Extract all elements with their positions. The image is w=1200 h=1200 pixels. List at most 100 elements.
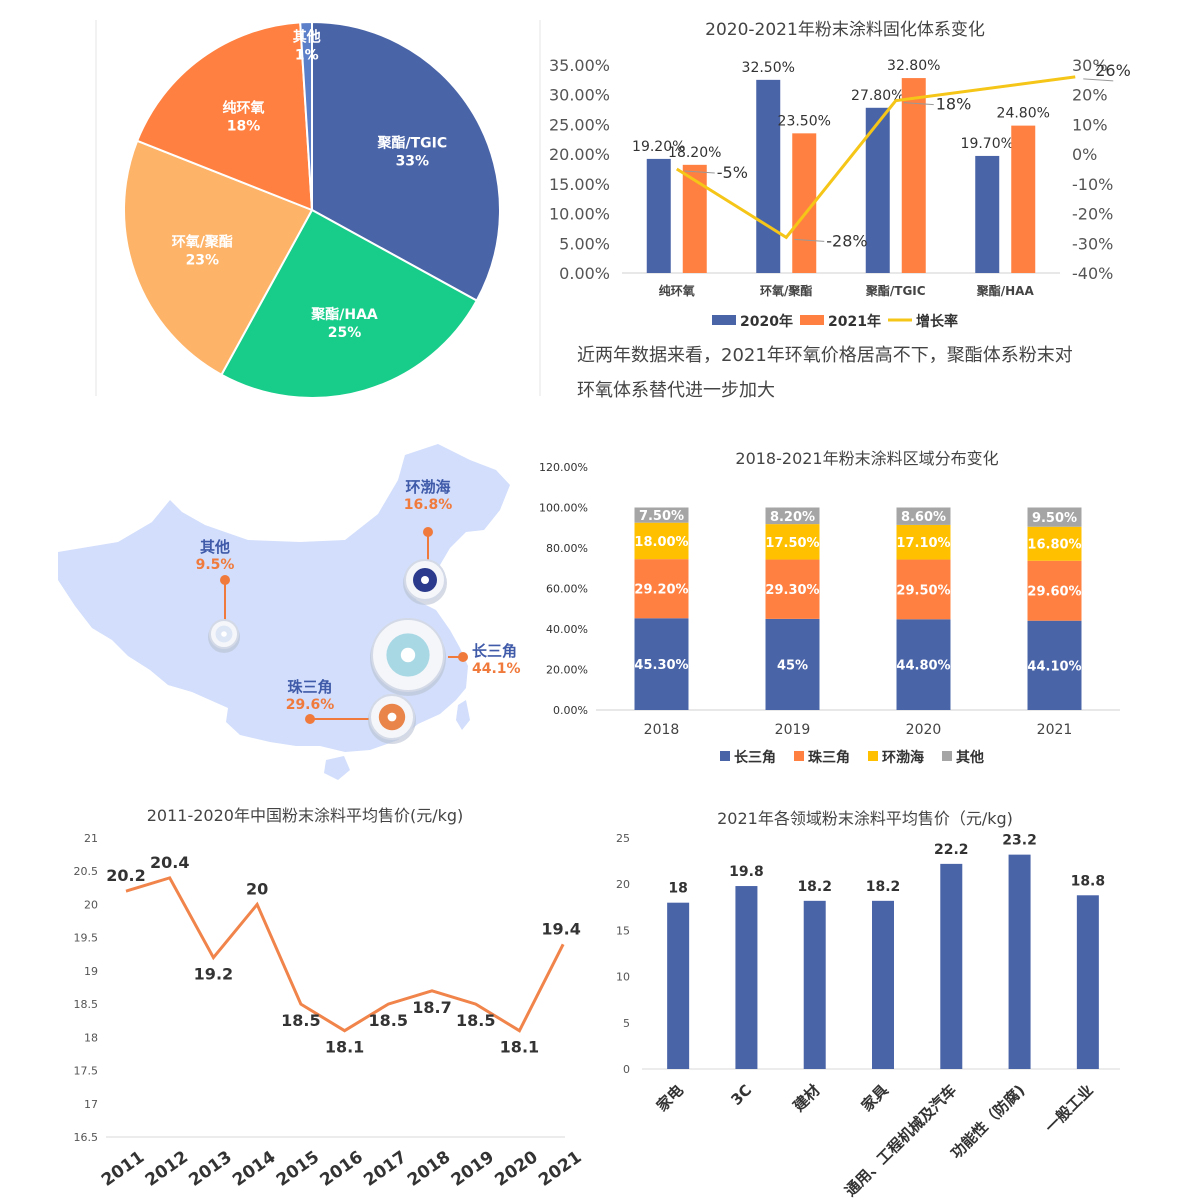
bar: [901, 78, 926, 274]
y-tick-left: 25.00%: [549, 115, 610, 134]
y-tick-right: -30%: [1072, 234, 1113, 253]
x-tick-label: 聚酯/TGIC: [865, 283, 926, 298]
x-tick-label: 2011: [98, 1147, 148, 1191]
y-tick-right: 10%: [1072, 115, 1108, 134]
y-tick-left: 35.00%: [549, 56, 610, 75]
y-tick-label: 17: [84, 1098, 98, 1111]
bar-data-label: 27.80%: [851, 88, 904, 104]
legend-label: 2021年: [828, 313, 881, 330]
region-share: 29.6%: [286, 697, 335, 713]
y-tick-label: 18: [84, 1031, 98, 1044]
y-tick-left: 30.00%: [549, 86, 610, 105]
pie-slice: [220, 208, 479, 399]
region-name: 长三角: [472, 642, 517, 660]
legend-swatch: [720, 751, 730, 761]
price-data-label: 18.1: [500, 1038, 539, 1057]
y-tick-label: 10: [616, 971, 630, 984]
bar: [1011, 125, 1036, 273]
stacked-bar-segment: [634, 559, 689, 619]
price-data-label: 20: [246, 879, 268, 898]
stacked-bar-segment: [765, 618, 820, 710]
x-tick-label: 2015: [273, 1147, 323, 1191]
x-tick-label: 2019: [448, 1147, 498, 1191]
y-tick-right: 30%: [1072, 56, 1108, 75]
stacked-bar-segment: [896, 524, 951, 560]
y-tick-label: 0: [623, 1063, 630, 1076]
price-line: [125, 876, 565, 1033]
segment-data-label: 44.80%: [896, 659, 950, 674]
y-tick-right: -20%: [1072, 205, 1113, 224]
bar: [975, 155, 1000, 273]
region-share: 16.8%: [404, 497, 453, 513]
stacked-bar-segment: [634, 618, 689, 710]
y-tick-left: 5.00%: [559, 234, 610, 253]
pie-slice: [311, 20, 501, 302]
legend-swatch: [868, 751, 878, 761]
segment-data-label: 29.60%: [1027, 585, 1081, 600]
y-tick-left: 0.00%: [559, 264, 610, 283]
sector-bar-panel: 2021年各领域粉末涂料平均售价（元/kg) 0 5 10 15 20 25 18 家电 19.8…: [600, 795, 1200, 1200]
segment-data-label: 44.10%: [1027, 659, 1081, 674]
region-share: 44.1%: [472, 661, 521, 677]
price-data-label: 19.4: [541, 919, 580, 938]
growth-data-label: 26%: [1095, 61, 1131, 80]
y-tick-label: 19: [84, 965, 98, 978]
price-line-panel: 2011-2020年中国粉末涂料平均售价(元/kg) 16.5 17 17.5 18 18…: [0, 795, 600, 1200]
stacked-bar-segment: [634, 507, 689, 523]
caption-line-1: 近两年数据来看，2021年环氧价格居高不下，聚酯体系粉末对: [577, 345, 1073, 366]
y-tick-right: -10%: [1072, 175, 1113, 194]
bar: [1076, 895, 1099, 1069]
price-data-label: 20.4: [150, 853, 189, 872]
y-tick-label: 80.00%: [546, 542, 588, 555]
x-tick-label: 环氧/聚酯: [760, 283, 812, 298]
price-line-chart: 2011-2020年中国粉末涂料平均售价(元/kg) 16.5 17 17.5 18 18…: [74, 806, 586, 1191]
growth-label-leader: [684, 170, 715, 174]
bar-data-label: 18.2: [866, 879, 901, 895]
legend-swatch: [800, 315, 824, 325]
stacked-chart: 2018-2021年粉末涂料区域分布变化 0.00% 20.00% 40.00% 60.…: [539, 449, 1120, 766]
segment-data-label: 8.60%: [901, 510, 946, 525]
y-tick-label: 40.00%: [546, 623, 588, 636]
x-tick-label: 2020: [491, 1147, 541, 1191]
bar-data-label: 18: [668, 881, 687, 897]
y-tick-label: 100.00%: [539, 502, 588, 515]
pie-slice-value: 33%: [396, 154, 430, 170]
segment-data-label: 29.20%: [634, 583, 688, 598]
y-tick-label: 60.00%: [546, 583, 588, 596]
x-tick-label: 2013: [185, 1147, 235, 1191]
y-tick-label: 120.00%: [539, 461, 588, 474]
segment-data-label: 29.30%: [765, 583, 819, 598]
chart-title: 2018-2021年粉末涂料区域分布变化: [735, 449, 998, 468]
x-tick-label: 2019: [775, 722, 811, 738]
x-tick-label: 一般工业: [1042, 1081, 1097, 1136]
stacked-bar-segment: [896, 507, 951, 525]
segment-data-label: 18.00%: [634, 535, 688, 550]
map-panel: 环渤海 16.8% 其他 9.5% 长三角 44.1% 珠三角 29.6%: [0, 430, 540, 790]
x-tick-label: 2021: [1037, 722, 1073, 738]
bar-data-label: 32.50%: [742, 60, 795, 76]
x-tick-label: 聚酯/HAA: [976, 283, 1035, 298]
x-tick-label: 通用、工程机械及汽车: [841, 1081, 960, 1200]
pie-slice-label: 聚酯/TGIC: [377, 135, 448, 152]
hainan-island: [324, 756, 350, 780]
segment-data-label: 8.20%: [770, 510, 815, 525]
stacked-bar-segment: [634, 522, 689, 560]
legend-label: 环渤海: [882, 749, 924, 766]
x-tick-label: 2016: [317, 1147, 367, 1191]
region-dot: [305, 714, 315, 724]
bar-data-label: 22.2: [934, 842, 969, 858]
x-tick-label: 家电: [653, 1081, 687, 1115]
y-tick-label: 20: [84, 898, 98, 911]
pie-slice: [299, 20, 313, 211]
x-tick-label: 家具: [858, 1081, 892, 1115]
segment-data-label: 45.30%: [634, 658, 688, 673]
stacked-bar-segment: [1027, 620, 1082, 710]
stacked-bar-segment: [765, 524, 820, 560]
stacked-bar-segment: [1027, 560, 1082, 621]
y-tick-label: 21: [84, 832, 98, 845]
pie-slice: [123, 139, 314, 377]
bar-data-label: 19.20%: [632, 139, 685, 155]
bar: [1008, 854, 1031, 1069]
x-tick-label: 2014: [229, 1147, 279, 1191]
